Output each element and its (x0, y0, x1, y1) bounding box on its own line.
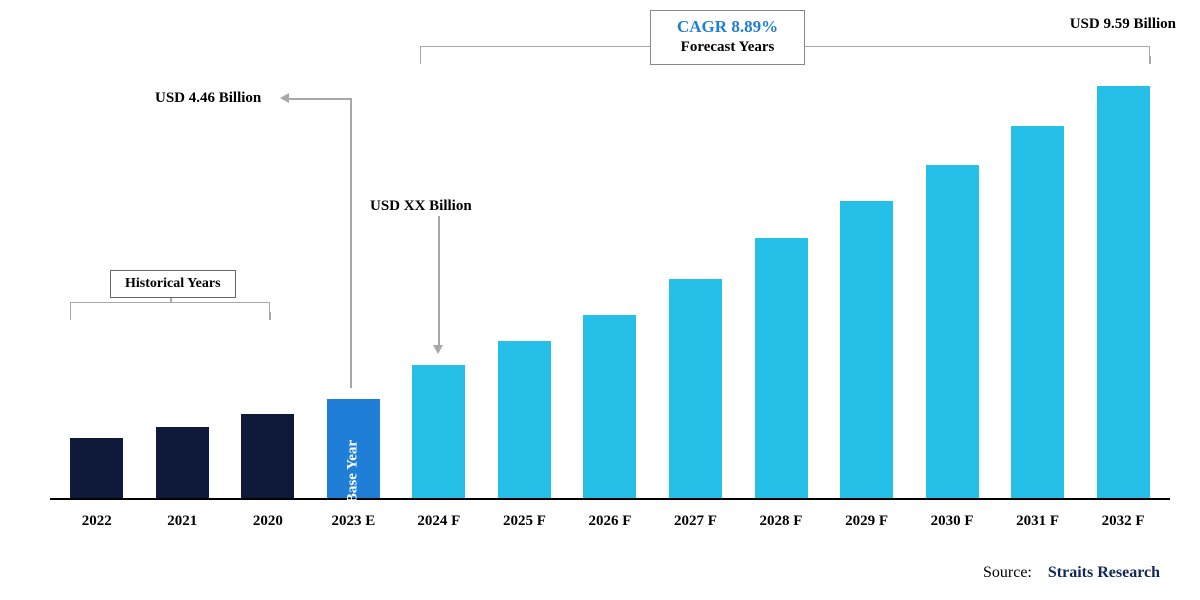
source-label: Source: (983, 564, 1032, 581)
x-axis-label: 2021 (140, 513, 226, 530)
bar (412, 365, 465, 498)
x-axis-label: 2032 F (1080, 513, 1166, 530)
bar-slot (396, 40, 482, 498)
chart-area: USD 4.46 Billion USD XX Billion USD 9.59… (50, 40, 1170, 530)
cagr-prefix: CAGR (677, 17, 731, 36)
bar (1097, 86, 1150, 498)
bar-slot (225, 40, 311, 498)
bar (926, 165, 979, 498)
bar-slot (738, 40, 824, 498)
bar-slot (140, 40, 226, 498)
x-axis-label: 2027 F (653, 513, 739, 530)
bar-inside-label: Base Year (345, 440, 362, 503)
bar-slot: Base Year (311, 40, 397, 498)
final-value-label: USD 9.59 Billion (1070, 16, 1176, 33)
bar: Base Year (327, 399, 380, 498)
x-axis-label: 2023 E (311, 513, 397, 530)
bar-slot (1080, 40, 1166, 498)
bar (669, 279, 722, 498)
bar (241, 414, 294, 498)
bar-slot (995, 40, 1081, 498)
cagr-value: CAGR 8.89% (677, 17, 778, 37)
x-axis-label: 2020 (225, 513, 311, 530)
bar (1011, 126, 1064, 498)
x-axis-label: 2028 F (738, 513, 824, 530)
bar-slot (824, 40, 910, 498)
x-axis-label: 2029 F (824, 513, 910, 530)
source-attribution: Source: Straits Research (983, 564, 1160, 582)
source-name: Straits Research (1048, 564, 1160, 581)
bar (498, 341, 551, 498)
bar (156, 427, 209, 498)
x-axis-label: 2025 F (482, 513, 568, 530)
bar-slot (567, 40, 653, 498)
bar (840, 201, 893, 498)
x-axis-label: 2024 F (396, 513, 482, 530)
bar-slot (909, 40, 995, 498)
bars-container: Base Year (50, 40, 1170, 500)
x-axis-label: 2026 F (567, 513, 653, 530)
bar (583, 315, 636, 498)
x-axis-label: 2022 (54, 513, 140, 530)
cagr-pct: 8.89% (731, 17, 778, 36)
x-axis-label: 2030 F (909, 513, 995, 530)
x-axis-label: 2031 F (995, 513, 1081, 530)
x-axis-labels: 2022202120202023 E2024 F2025 F2026 F2027… (50, 513, 1170, 530)
bar-slot (482, 40, 568, 498)
bar (70, 438, 123, 498)
bar (755, 238, 808, 498)
bar-slot (54, 40, 140, 498)
bar-slot (653, 40, 739, 498)
